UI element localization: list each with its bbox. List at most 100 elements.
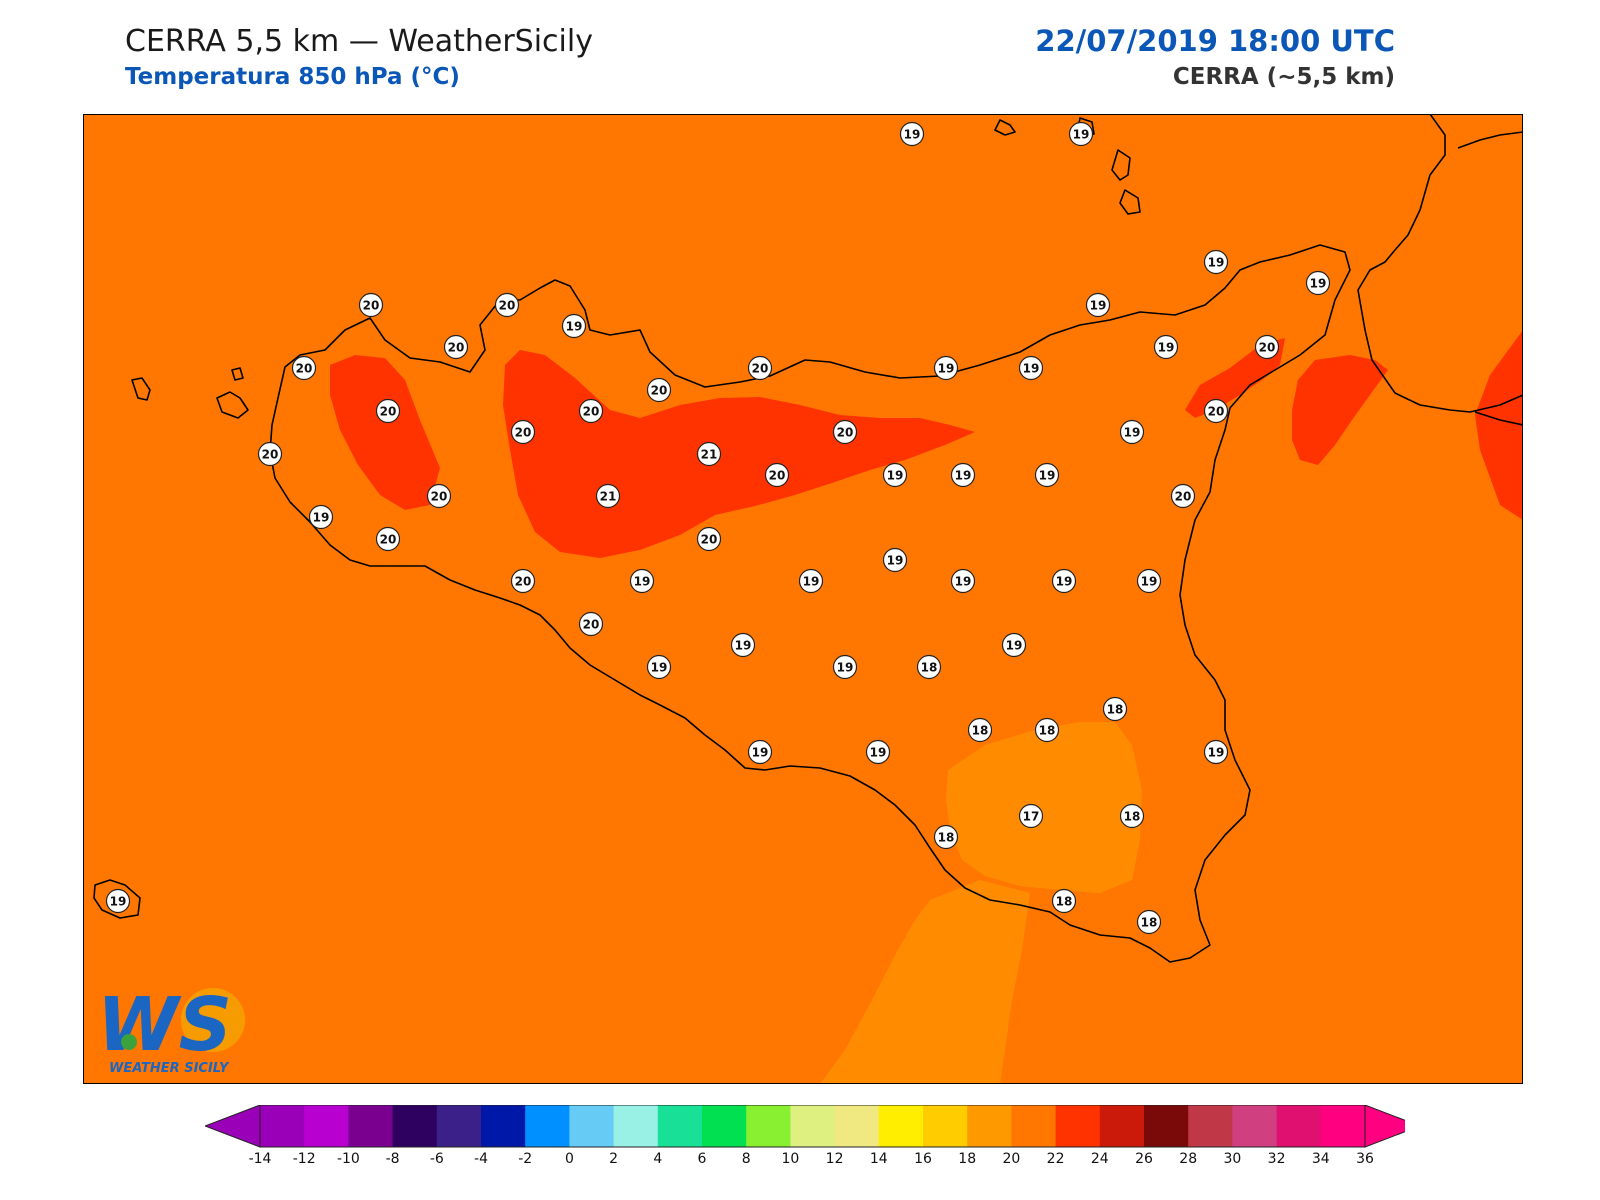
marker-circle xyxy=(933,824,959,850)
marker-circle xyxy=(730,632,756,658)
colorbar-tick-label: 24 xyxy=(1091,1151,1109,1165)
marker-circle xyxy=(375,398,401,424)
marker-value: 19 xyxy=(1141,575,1158,589)
sicily-coastline xyxy=(269,244,1351,963)
colorbar-tick-label: 14 xyxy=(870,1151,888,1165)
marker-circle xyxy=(1203,249,1229,275)
temperature-marker: 19 xyxy=(798,568,824,594)
colorbar-tick-label: -8 xyxy=(386,1151,400,1165)
marker-value: 20 xyxy=(837,426,854,440)
logo-leaf-icon xyxy=(121,1034,137,1050)
colorbar-segment xyxy=(657,1105,703,1147)
marker-circle xyxy=(561,313,587,339)
stromboli-island xyxy=(994,119,1016,136)
colorbar-segment xyxy=(878,1105,924,1147)
marker-value: 18 xyxy=(938,831,955,845)
marker-circle xyxy=(646,377,672,403)
marker-circle xyxy=(1136,568,1162,594)
marker-circle xyxy=(494,292,520,318)
colorbar-tick-label: -4 xyxy=(474,1151,488,1165)
temperature-marker: 19 xyxy=(561,313,587,339)
marker-value: 19 xyxy=(1208,256,1225,270)
colorbar-segment xyxy=(967,1105,1012,1147)
temperature-marker: 19 xyxy=(1018,355,1044,381)
marker-value: 20 xyxy=(769,469,786,483)
colorbar-tick-label: 30 xyxy=(1223,1151,1241,1165)
pantelleria-island xyxy=(93,879,141,919)
marker-value: 19 xyxy=(313,511,330,525)
cool-zone-southeast xyxy=(946,722,1142,893)
temperature-marker: 20 xyxy=(375,398,401,424)
colorbar-tick-label: 22 xyxy=(1047,1151,1065,1165)
marker-value: 19 xyxy=(110,895,127,909)
temperature-marker: 19 xyxy=(1001,632,1027,658)
temperature-marker: 21 xyxy=(595,483,621,509)
temperature-marker: 20 xyxy=(747,355,773,381)
colorbar-segment xyxy=(1232,1105,1278,1147)
marker-value: 20 xyxy=(752,362,769,376)
marker-circle xyxy=(882,462,908,488)
marker-circle xyxy=(798,568,824,594)
marker-value: 19 xyxy=(1073,128,1090,142)
colorbar-tick-label: 20 xyxy=(1002,1151,1020,1165)
colorbar-tick-label: 10 xyxy=(781,1151,799,1165)
marker-value: 19 xyxy=(955,469,972,483)
temperature-marker: 20 xyxy=(1170,483,1196,509)
colorbar-segment xyxy=(702,1105,747,1147)
marker-value: 19 xyxy=(752,746,769,760)
marker-value: 19 xyxy=(1158,341,1175,355)
temperature-marker: 20 xyxy=(578,398,604,424)
colorbar-tick-label: 32 xyxy=(1268,1151,1286,1165)
marker-value: 20 xyxy=(1208,405,1225,419)
temperature-marker: 19 xyxy=(308,504,334,530)
marker-value: 19 xyxy=(887,554,904,568)
marker-value: 19 xyxy=(938,362,955,376)
marker-value: 20 xyxy=(431,490,448,504)
marker-value: 19 xyxy=(1090,299,1107,313)
marker-value: 20 xyxy=(1259,341,1276,355)
temperature-marker: 19 xyxy=(1119,419,1145,445)
marker-circle xyxy=(967,717,993,743)
marker-circle xyxy=(105,888,131,914)
temperature-marker: 17 xyxy=(1018,803,1044,829)
marker-circle xyxy=(291,355,317,381)
levanzo-island xyxy=(231,367,244,381)
colorbar-tick-label: 0 xyxy=(565,1151,574,1165)
marker-value: 21 xyxy=(600,490,617,504)
colorbar-tick-label: 8 xyxy=(742,1151,751,1165)
temperature-marker: 19 xyxy=(950,568,976,594)
temperature-marker: 19 xyxy=(1034,462,1060,488)
marker-circle xyxy=(1119,803,1145,829)
temperature-marker: 19 xyxy=(1051,568,1077,594)
favignana-island xyxy=(216,391,249,419)
marker-value: 18 xyxy=(1124,810,1141,824)
marker-circle xyxy=(1254,334,1280,360)
marker-value: 20 xyxy=(583,618,600,632)
marker-circle xyxy=(916,654,942,680)
marker-value: 20 xyxy=(701,533,718,547)
marker-circle xyxy=(426,483,452,509)
temperature-marker: 20 xyxy=(764,462,790,488)
temperature-marker: 19 xyxy=(882,462,908,488)
temperature-marker: 19 xyxy=(1136,568,1162,594)
marker-circle xyxy=(1153,334,1179,360)
temperature-marker: 21 xyxy=(696,441,722,467)
marker-circle xyxy=(882,547,908,573)
calabria-tip xyxy=(1474,411,1523,426)
marker-circle xyxy=(696,526,722,552)
cool-zone-south-sea xyxy=(820,880,1030,1084)
temperature-marker: 19 xyxy=(899,121,925,147)
colorbar-tick-label: 2 xyxy=(609,1151,618,1165)
marker-circle xyxy=(1203,398,1229,424)
marker-circle xyxy=(510,568,536,594)
colorbar-segment xyxy=(613,1105,659,1147)
colorbar-max-arrow xyxy=(1364,1105,1405,1148)
marker-value: 20 xyxy=(651,384,668,398)
colorbar-segment xyxy=(1099,1105,1145,1147)
marettimo-island xyxy=(131,377,151,401)
colorbar-segment xyxy=(525,1105,570,1147)
temperature-marker: 19 xyxy=(1203,249,1229,275)
marker-value: 18 xyxy=(1141,916,1158,930)
temperature-marker: 20 xyxy=(832,419,858,445)
marker-circle xyxy=(1001,632,1027,658)
